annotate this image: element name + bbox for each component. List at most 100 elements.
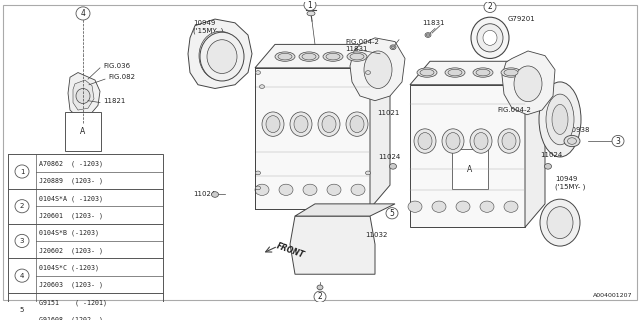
Ellipse shape: [418, 132, 432, 149]
Circle shape: [612, 135, 624, 147]
Text: J20889  (1203- ): J20889 (1203- ): [39, 178, 103, 184]
Ellipse shape: [470, 129, 492, 153]
Text: 11024: 11024: [378, 154, 400, 160]
Text: 5: 5: [390, 209, 394, 218]
Ellipse shape: [448, 69, 462, 76]
Ellipse shape: [417, 68, 437, 77]
Ellipse shape: [552, 104, 568, 134]
Text: G9151    ( -1201): G9151 ( -1201): [39, 299, 107, 306]
Ellipse shape: [364, 51, 392, 89]
Circle shape: [314, 291, 326, 302]
Ellipse shape: [568, 138, 577, 144]
Ellipse shape: [255, 71, 260, 75]
Ellipse shape: [76, 89, 90, 103]
Text: FIG.036: FIG.036: [103, 63, 130, 69]
Text: FIG.004-2: FIG.004-2: [497, 107, 531, 113]
Ellipse shape: [414, 129, 436, 153]
Ellipse shape: [365, 71, 371, 75]
Ellipse shape: [547, 207, 573, 239]
Ellipse shape: [266, 116, 280, 132]
Polygon shape: [525, 61, 545, 227]
Ellipse shape: [446, 132, 460, 149]
Ellipse shape: [564, 135, 580, 147]
Ellipse shape: [408, 201, 422, 212]
Ellipse shape: [480, 201, 494, 212]
Text: J20602  (1203- ): J20602 (1203- ): [39, 247, 103, 254]
Ellipse shape: [307, 11, 315, 16]
Ellipse shape: [498, 129, 520, 153]
Text: 11821: 11821: [103, 98, 125, 104]
Text: 3: 3: [616, 137, 620, 146]
Ellipse shape: [322, 116, 336, 132]
Text: 10938: 10938: [567, 127, 589, 133]
Ellipse shape: [442, 129, 464, 153]
Polygon shape: [502, 51, 555, 115]
Ellipse shape: [390, 164, 397, 169]
Ellipse shape: [425, 33, 431, 37]
Ellipse shape: [474, 132, 488, 149]
Text: FIG.082: FIG.082: [108, 74, 135, 80]
Ellipse shape: [471, 17, 509, 59]
Ellipse shape: [351, 184, 365, 196]
Text: 1: 1: [20, 169, 24, 174]
Text: A: A: [467, 165, 472, 174]
Polygon shape: [350, 38, 405, 101]
Ellipse shape: [255, 171, 260, 175]
Ellipse shape: [539, 82, 581, 157]
Ellipse shape: [347, 52, 367, 61]
Ellipse shape: [350, 116, 364, 132]
Polygon shape: [295, 204, 395, 216]
Polygon shape: [188, 19, 252, 89]
Circle shape: [484, 1, 496, 12]
Text: A70862  ( -1203): A70862 ( -1203): [39, 160, 103, 167]
Ellipse shape: [262, 112, 284, 136]
Ellipse shape: [255, 184, 269, 196]
Ellipse shape: [299, 52, 319, 61]
Ellipse shape: [259, 85, 264, 89]
Text: 2: 2: [488, 2, 492, 12]
Circle shape: [15, 200, 29, 213]
Text: 4: 4: [20, 273, 24, 279]
Ellipse shape: [211, 192, 218, 197]
Ellipse shape: [546, 94, 574, 145]
Text: 10949: 10949: [555, 176, 577, 181]
Circle shape: [15, 165, 29, 178]
Ellipse shape: [318, 112, 340, 136]
Ellipse shape: [207, 40, 237, 74]
Polygon shape: [410, 85, 525, 227]
Ellipse shape: [275, 52, 295, 61]
Text: 3: 3: [20, 238, 24, 244]
Text: 2: 2: [20, 203, 24, 209]
Ellipse shape: [540, 199, 580, 246]
Ellipse shape: [290, 112, 312, 136]
Ellipse shape: [326, 53, 340, 60]
Text: 5: 5: [20, 307, 24, 313]
Ellipse shape: [255, 186, 260, 190]
Text: J20601  (1203- ): J20601 (1203- ): [39, 212, 103, 219]
Ellipse shape: [456, 201, 470, 212]
Ellipse shape: [303, 184, 317, 196]
Text: FRONT: FRONT: [275, 242, 305, 260]
Ellipse shape: [390, 45, 396, 50]
Text: 11032: 11032: [365, 232, 387, 238]
Text: 2: 2: [317, 292, 323, 301]
Text: 0104S*A ( -1203): 0104S*A ( -1203): [39, 195, 103, 202]
Ellipse shape: [317, 285, 323, 290]
Ellipse shape: [392, 46, 394, 48]
Text: 0104S*C (-1203): 0104S*C (-1203): [39, 265, 99, 271]
Polygon shape: [290, 216, 375, 274]
Text: ('15MY- ): ('15MY- ): [193, 27, 223, 34]
Text: 10949: 10949: [193, 20, 216, 26]
Ellipse shape: [294, 116, 308, 132]
Ellipse shape: [323, 52, 343, 61]
Text: 11024: 11024: [540, 152, 563, 158]
Circle shape: [15, 234, 29, 247]
Circle shape: [304, 0, 316, 11]
Text: G79201: G79201: [508, 16, 536, 22]
Text: 0104S*B (-1203): 0104S*B (-1203): [39, 230, 99, 236]
Polygon shape: [255, 68, 370, 209]
Text: ('15MY- ): ('15MY- ): [555, 184, 586, 190]
Text: 1: 1: [308, 1, 312, 10]
Text: FIG.004-2: FIG.004-2: [345, 39, 379, 44]
Text: 11831: 11831: [345, 46, 367, 52]
